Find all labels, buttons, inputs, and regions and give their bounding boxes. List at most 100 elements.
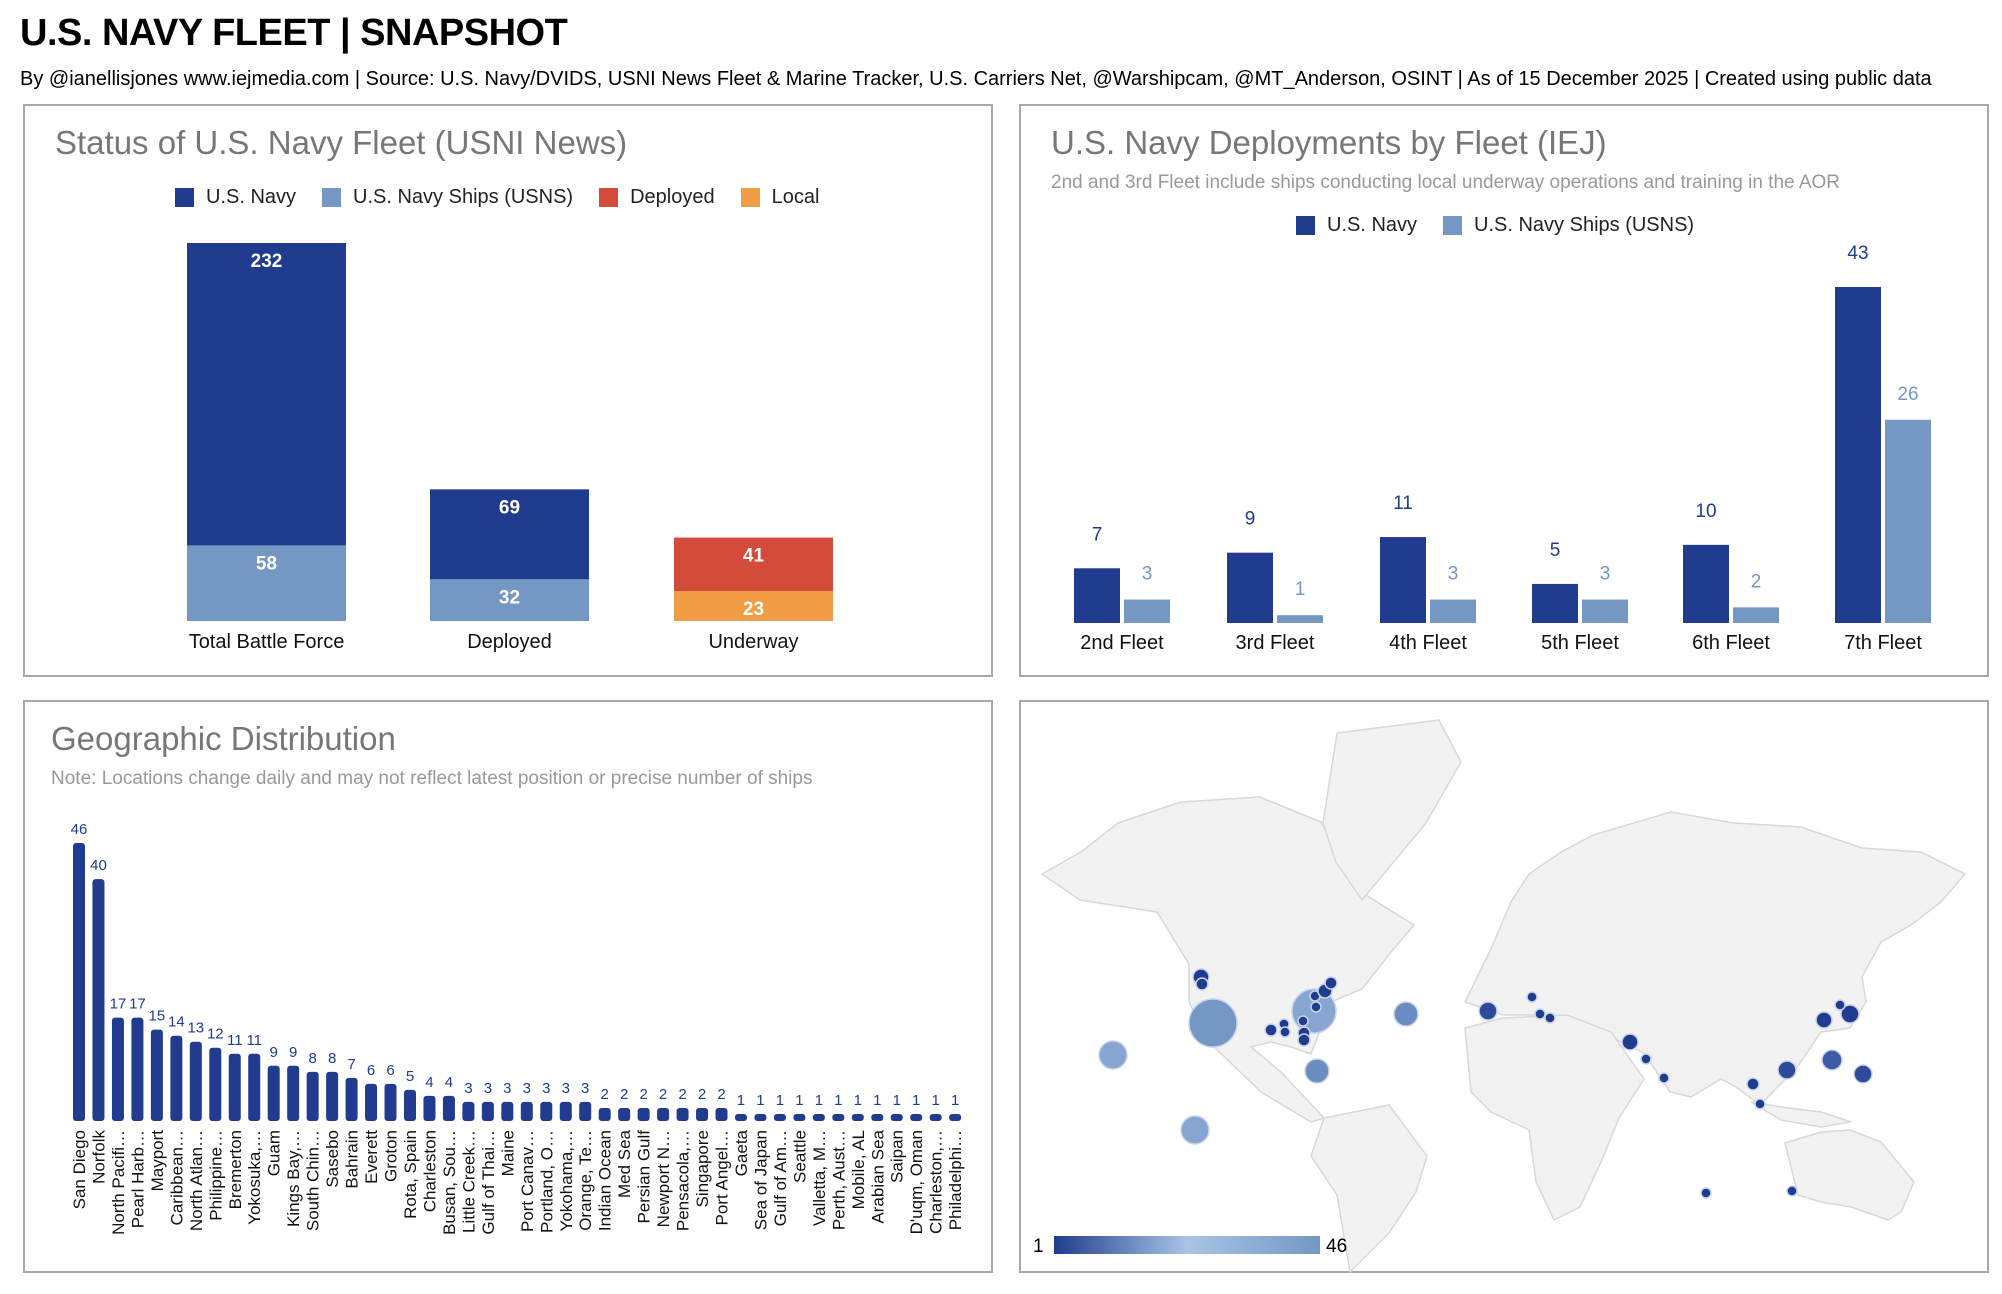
category-label: Rota, Spain <box>401 1130 420 1219</box>
bar <box>189 1041 202 1121</box>
data-label: 9 <box>1245 509 1256 530</box>
bar <box>423 1095 436 1121</box>
data-label: 1 <box>815 1092 823 1109</box>
legend-label: U.S. Navy Ships (USNS) <box>353 186 574 208</box>
location-bubble <box>1821 1049 1843 1071</box>
location-bubble <box>1815 1011 1833 1029</box>
category-label: Sasebo <box>323 1130 342 1188</box>
bar-segment <box>187 243 346 546</box>
data-label: 1 <box>737 1092 745 1109</box>
category-label: 3rd Fleet <box>1236 632 1315 654</box>
location-bubble <box>1180 1115 1210 1145</box>
world-map[interactable]: 1 46 <box>1021 702 1991 1275</box>
data-label: 8 <box>328 1050 336 1067</box>
data-label: 2 <box>601 1086 609 1103</box>
greenland-land <box>1322 719 1462 902</box>
legend-swatch <box>599 188 619 207</box>
bar <box>1733 607 1779 623</box>
category-label: Gaeta <box>732 1129 751 1176</box>
data-label: 32 <box>499 587 520 608</box>
bar <box>793 1113 806 1121</box>
legend-item-deployed: Deployed <box>599 186 715 209</box>
category-label: Philippine… <box>206 1130 225 1221</box>
category-label: Underway <box>708 631 798 653</box>
category-label: Little Creek… <box>459 1130 478 1233</box>
bar <box>248 1053 261 1121</box>
bar <box>734 1113 747 1121</box>
data-label: 69 <box>499 497 520 518</box>
data-label: 232 <box>251 251 283 272</box>
fleet-deployments-panel: U.S. Navy Deployments by Fleet (IEJ) 2nd… <box>1019 104 1989 677</box>
world-map-panel: 1 46 <box>1019 700 1991 1275</box>
category-label: Seattle <box>790 1130 809 1183</box>
bar <box>1532 583 1578 623</box>
panel-title: U.S. Navy Deployments by Fleet (IEJ) <box>1051 124 1607 161</box>
bar <box>676 1107 689 1121</box>
north-america-land <box>1040 796 1416 1123</box>
category-label: Norfolk <box>89 1130 108 1184</box>
location-bubble <box>1777 1060 1797 1080</box>
bar <box>1582 599 1628 623</box>
bar <box>73 843 85 1121</box>
data-label: 1 <box>912 1092 920 1109</box>
bar <box>1430 599 1476 623</box>
bar <box>170 1035 183 1121</box>
bar <box>1835 287 1881 623</box>
data-label: 14 <box>168 1014 185 1031</box>
category-label: Persian Gulf <box>635 1130 654 1224</box>
legend-item-local: Local <box>740 186 820 209</box>
south-america-land <box>1310 1104 1428 1274</box>
category-label: Port Canav… <box>518 1130 537 1232</box>
category-label: Arabian Sea <box>868 1129 887 1223</box>
data-label: 1 <box>834 1092 842 1109</box>
bar <box>715 1107 728 1121</box>
category-label: 7th Fleet <box>1844 632 1922 654</box>
legend-item-navy: U.S. Navy <box>175 186 296 209</box>
bar <box>1885 419 1931 623</box>
data-label: 1 <box>776 1092 784 1109</box>
data-label: 3 <box>581 1080 589 1097</box>
bar <box>579 1101 592 1121</box>
bar <box>618 1107 631 1121</box>
bar <box>890 1113 903 1121</box>
legend-item-navy: U.S. Navy <box>1296 214 1417 237</box>
category-label: Maine <box>498 1130 517 1176</box>
bar <box>1380 537 1426 623</box>
bar <box>812 1113 825 1121</box>
category-label: 4th Fleet <box>1389 632 1467 654</box>
data-label: 3 <box>523 1080 531 1097</box>
data-label: 5 <box>1550 540 1561 561</box>
data-label: 10 <box>1695 501 1716 522</box>
data-label: 1 <box>951 1092 959 1109</box>
bar <box>287 1065 300 1121</box>
location-bubble <box>1658 1072 1670 1084</box>
location-bubble <box>1754 1098 1766 1110</box>
category-label: Deployed <box>467 631 552 653</box>
bar <box>111 1017 124 1121</box>
bar <box>306 1071 319 1121</box>
australia-land <box>1784 1129 1915 1221</box>
bar <box>1683 544 1729 623</box>
bar <box>1277 615 1323 623</box>
location-bubble <box>1310 1001 1322 1013</box>
bar <box>209 1047 222 1121</box>
legend-swatch <box>175 188 194 207</box>
location-bubble <box>1297 1015 1309 1027</box>
category-label: Guam <box>265 1130 284 1176</box>
category-label: Everett <box>362 1130 381 1184</box>
category-label: Yokosuka,… <box>245 1130 264 1225</box>
bar <box>696 1107 709 1121</box>
location-bubble <box>1195 977 1209 991</box>
bar <box>540 1101 553 1121</box>
bar <box>384 1083 397 1121</box>
status-chart: 58 232 Total Battle Force 32 69 Deployed 23 41 U… <box>187 243 833 653</box>
data-label: 46 <box>71 821 88 838</box>
location-bubble <box>1304 1058 1330 1084</box>
legend-label: Local <box>771 186 820 208</box>
data-label: 3 <box>484 1080 492 1097</box>
indonesia-land <box>1750 1101 1852 1128</box>
legend-label: U.S. Navy <box>206 186 297 208</box>
location-bubble <box>1786 1185 1798 1197</box>
location-bubble <box>1700 1187 1712 1199</box>
